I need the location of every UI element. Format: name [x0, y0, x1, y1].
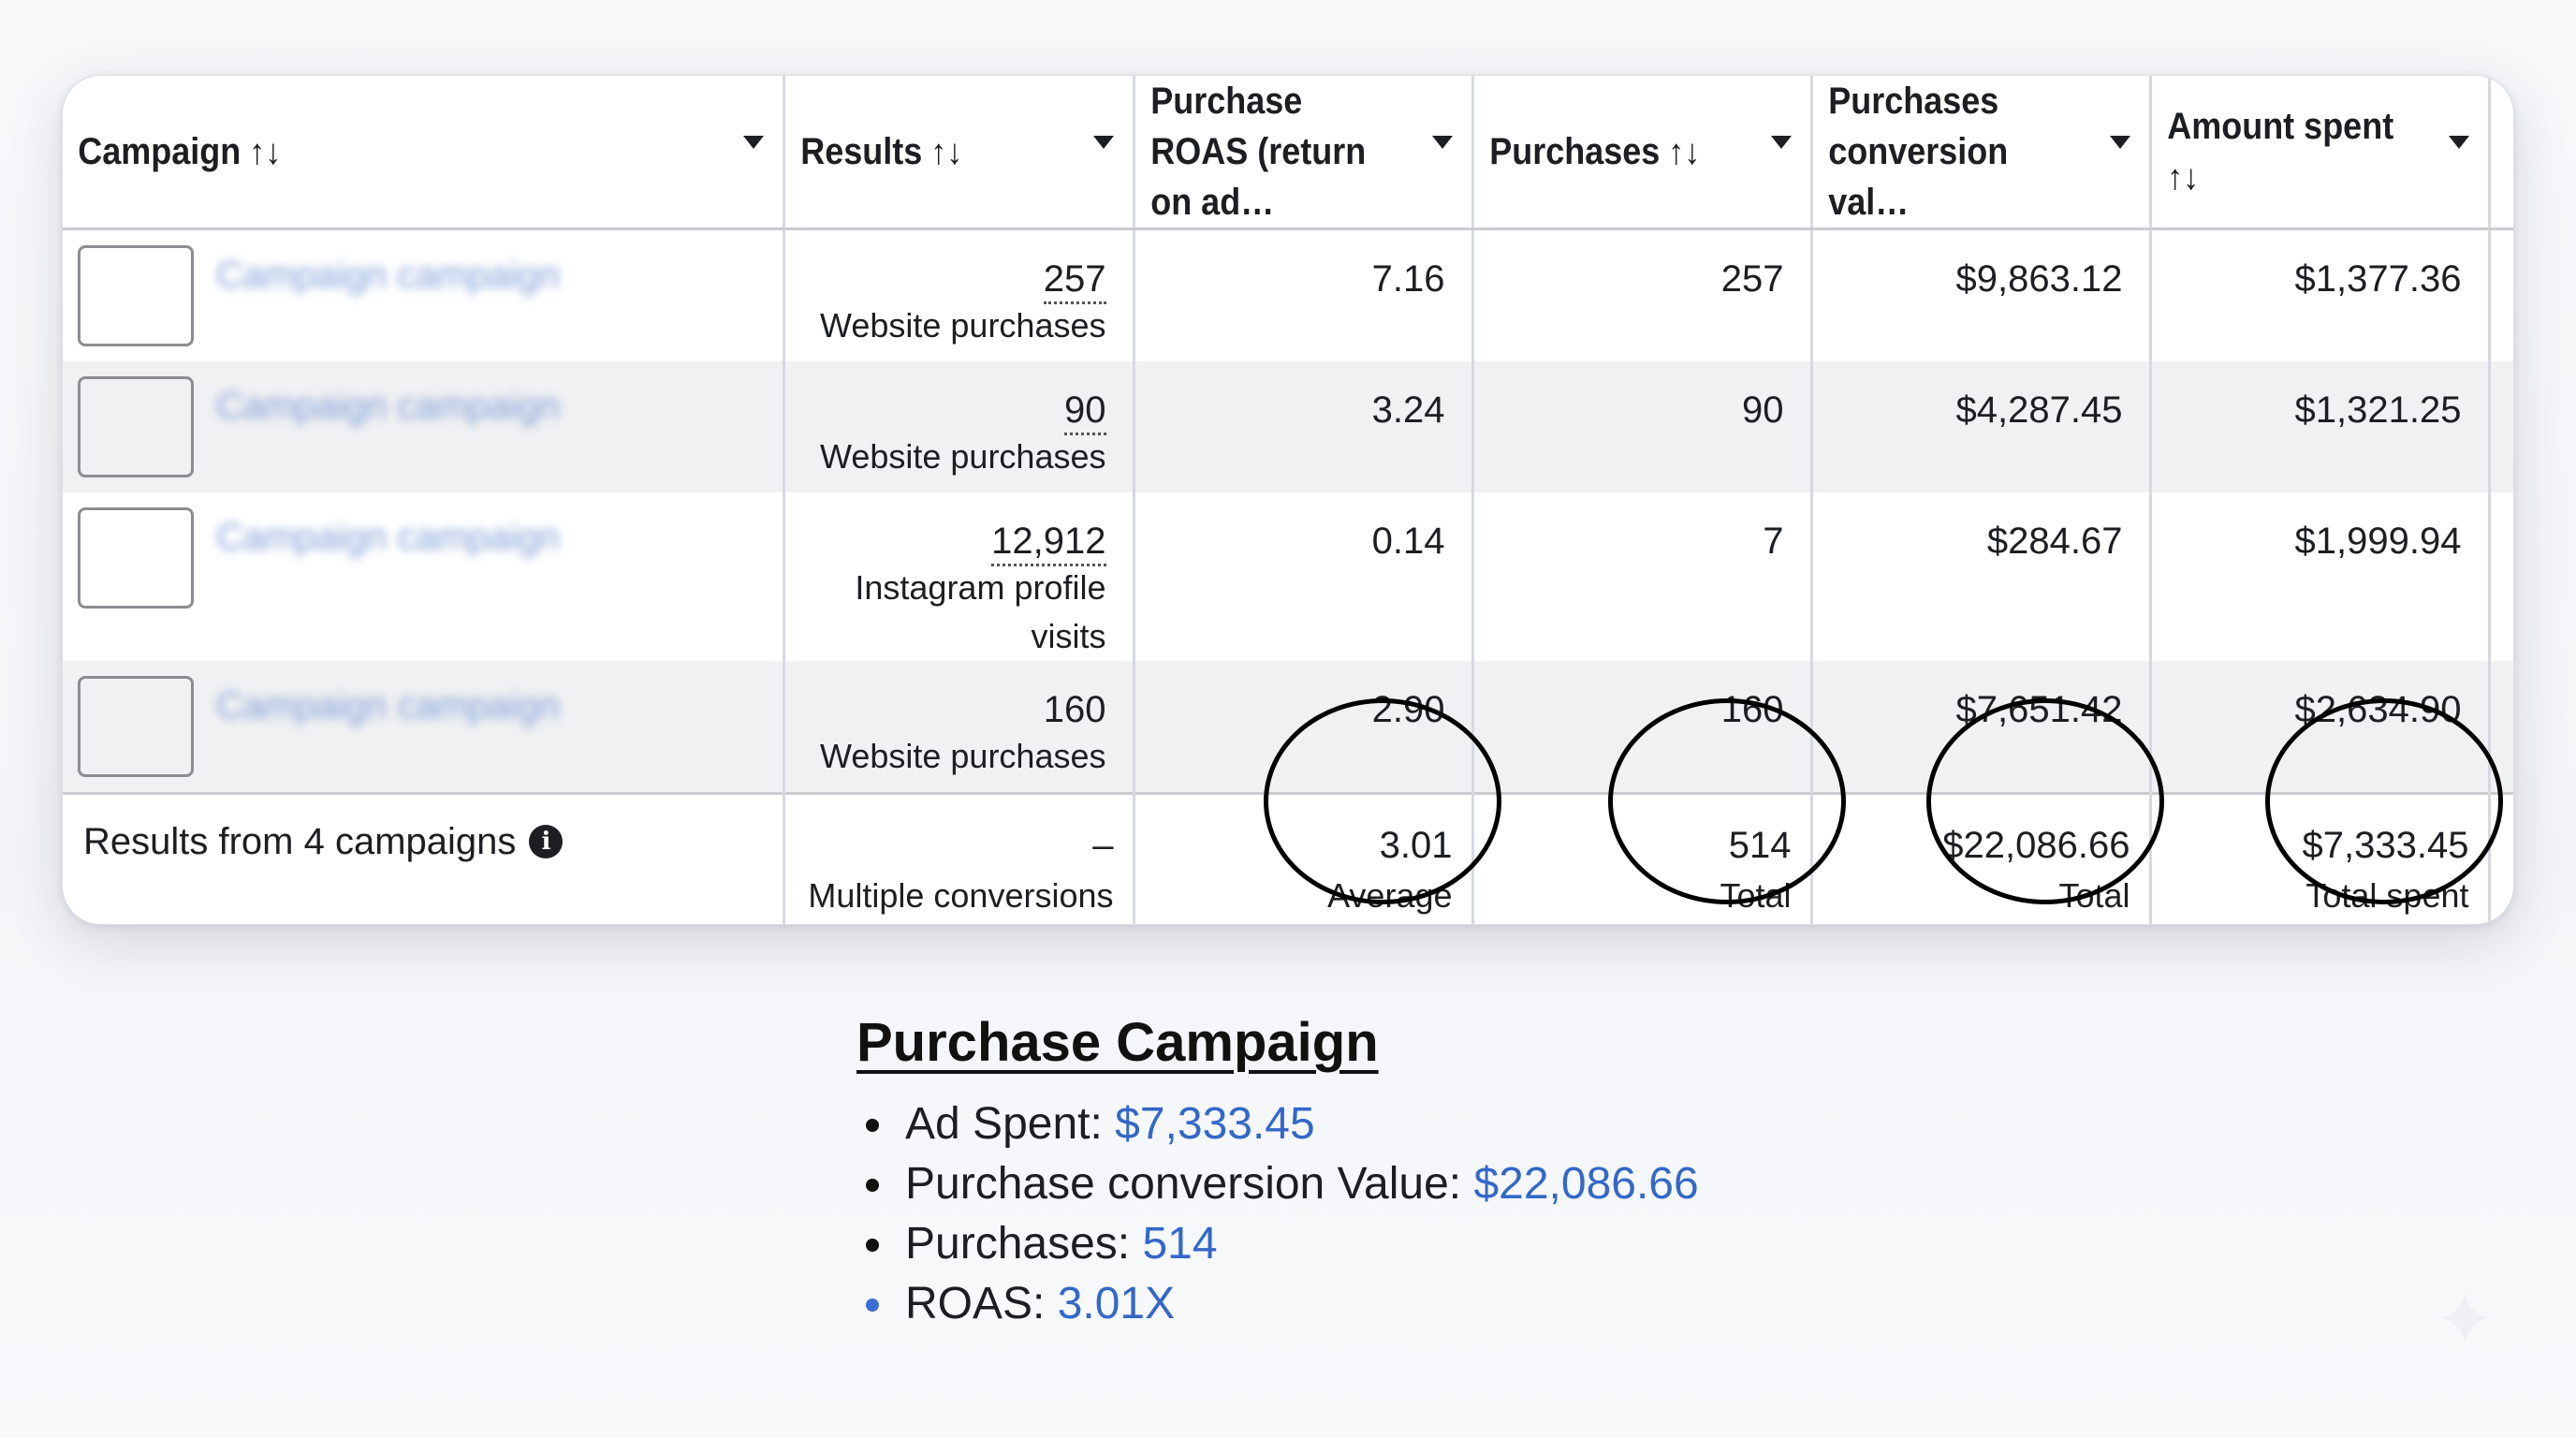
purchases-value: 90: [1742, 389, 1784, 431]
summary-value: 514: [1142, 1219, 1218, 1269]
table-row[interactable]: Campaign campaign 90 Website purchases 3.…: [63, 361, 2513, 492]
summary-label: ROAS:: [905, 1279, 1058, 1328]
highlight-circle-purchases: [1608, 698, 1846, 904]
amount-spent-value: $1,999.94: [2294, 521, 2462, 562]
row-checkbox[interactable]: [78, 676, 194, 777]
chevron-down-icon[interactable]: [2448, 136, 2469, 149]
sort-icon[interactable]: ↑↓: [2166, 157, 2199, 198]
campaign-name[interactable]: Campaign campaign: [216, 386, 560, 427]
summary-value: $22,086.66: [1473, 1159, 1699, 1209]
column-header-label: Purchase ROAS (return on ad…: [1149, 81, 1366, 223]
results-value[interactable]: 12,912: [991, 521, 1106, 566]
results-type: Website purchases: [820, 306, 1106, 345]
row-checkbox[interactable]: [78, 507, 194, 609]
chevron-down-icon[interactable]: [1092, 136, 1114, 149]
summary-label: Ad Spent:: [905, 1099, 1116, 1149]
summary-item-roas: ROAS: 3.01X: [856, 1274, 1699, 1334]
summary-value: 3.01X: [1057, 1279, 1176, 1328]
roas-value: 3.24: [1371, 389, 1445, 431]
campaign-name[interactable]: Campaign campaign: [216, 255, 560, 296]
results-type: Website purchases: [820, 737, 1106, 775]
campaign-name[interactable]: Campaign campaign: [216, 517, 560, 558]
column-header-conversion-value[interactable]: Purchases conversion val…: [1811, 76, 2152, 230]
table-header-row: Campaign ↑↓ Results ↑↓ Purchase ROAS (retu…: [63, 76, 2513, 230]
chevron-down-icon[interactable]: [1770, 136, 1792, 149]
results-type: Instagram profile visits: [855, 568, 1106, 655]
chevron-down-icon[interactable]: [1431, 136, 1453, 149]
column-header-amount-spent[interactable]: Amount spent ↑↓: [2150, 76, 2491, 230]
column-header-label: Results: [799, 130, 922, 172]
highlight-circle-amount-spent: [2265, 698, 2503, 904]
column-header-purchase-roas[interactable]: Purchase ROAS (return on ad…: [1134, 76, 1474, 230]
column-header-label: Purchases conversion val…: [1827, 81, 2008, 223]
table-row[interactable]: Campaign campaign 257 Website purchases 7…: [63, 228, 2513, 361]
sort-icon[interactable]: ↑↓: [929, 132, 962, 172]
sort-icon[interactable]: ↑↓: [1667, 132, 1701, 172]
results-value: 160: [1043, 689, 1106, 730]
summary-label: Purchases:: [905, 1219, 1143, 1269]
roas-value: 0.14: [1371, 521, 1445, 562]
chevron-down-icon[interactable]: [2109, 136, 2130, 149]
summary-list: Ad Spent: $7,333.45 Purchase conversion …: [856, 1094, 1699, 1334]
campaign-name[interactable]: Campaign campaign: [216, 685, 560, 726]
conversion-value: $4,287.45: [1955, 389, 2123, 431]
summary-value: $7,333.45: [1115, 1099, 1315, 1149]
conversion-value: $284.67: [1986, 521, 2123, 562]
results-value[interactable]: 90: [1064, 389, 1106, 435]
sort-icon[interactable]: ↑↓: [249, 132, 282, 172]
info-icon[interactable]: i: [529, 825, 564, 858]
totals-label: Results from 4 campaigns: [83, 821, 517, 862]
totals-results: –: [1092, 825, 1114, 866]
amount-spent-value: $1,321.25: [2294, 389, 2462, 431]
column-header-campaign[interactable]: Campaign ↑↓: [63, 76, 785, 230]
highlight-circle-roas: [1264, 698, 1501, 904]
column-header-purchases[interactable]: Purchases ↑↓: [1472, 76, 1813, 230]
summary-section: Purchase Campaign Ad Spent: $7,333.45 Pu…: [856, 1011, 1699, 1334]
roas-value: 7.16: [1371, 258, 1445, 300]
sparkle-icon: ✦: [2434, 1276, 2497, 1363]
column-header-label: Campaign: [78, 130, 242, 172]
column-header-label: Amount spent: [2166, 105, 2393, 147]
purchases-value: 7: [1763, 521, 1784, 562]
totals-results-sub: Multiple conversions: [808, 876, 1114, 915]
conversion-value: $9,863.12: [1955, 258, 2123, 300]
row-checkbox[interactable]: [78, 245, 194, 346]
column-header-results[interactable]: Results ↑↓: [783, 76, 1135, 230]
table-row[interactable]: Campaign campaign 12,912 Instagram profil…: [63, 492, 2513, 661]
column-header-overflow: [2489, 76, 2513, 230]
summary-item-conversion-value: Purchase conversion Value: $22,086.66: [856, 1154, 1699, 1214]
summary-label: Purchase conversion Value:: [905, 1159, 1474, 1209]
summary-item-ad-spent: Ad Spent: $7,333.45: [856, 1094, 1699, 1154]
summary-item-purchases: Purchases: 514: [856, 1214, 1699, 1274]
amount-spent-value: $1,377.36: [2294, 258, 2462, 300]
results-type: Website purchases: [820, 437, 1106, 476]
chevron-down-icon[interactable]: [742, 136, 764, 149]
summary-title: Purchase Campaign: [856, 1012, 1379, 1073]
purchases-value: 257: [1720, 258, 1784, 300]
column-header-label: Purchases: [1488, 130, 1660, 172]
results-value[interactable]: 257: [1043, 258, 1106, 304]
highlight-circle-conversion-value: [1926, 698, 2164, 904]
row-checkbox[interactable]: [78, 376, 194, 477]
